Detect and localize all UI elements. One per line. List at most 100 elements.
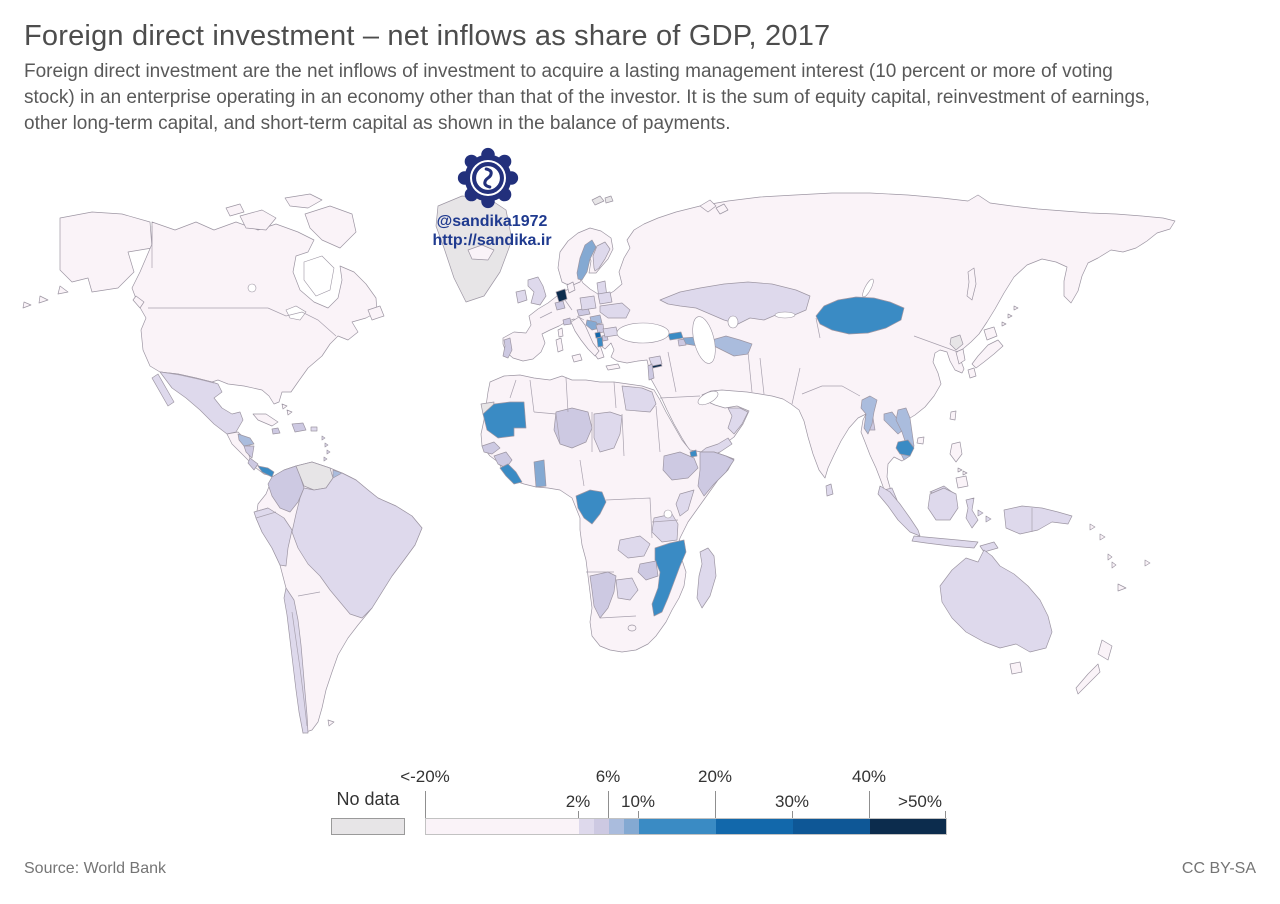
legend-segment[interactable] [594, 819, 609, 834]
legend-segment[interactable] [793, 819, 870, 834]
country-australia[interactable] [939, 549, 1053, 653]
crete[interactable] [605, 363, 621, 371]
country-chad[interactable] [593, 411, 623, 453]
country-kenya[interactable] [675, 489, 695, 517]
falkland-islands[interactable] [327, 719, 335, 727]
country-ukraine[interactable] [599, 302, 631, 319]
hainan[interactable] [916, 436, 925, 445]
canadian-arctic-islands[interactable] [225, 193, 357, 249]
legend-color-bar[interactable] [425, 818, 947, 835]
country-puerto-rico[interactable] [310, 426, 318, 432]
country-philippines[interactable] [949, 441, 969, 489]
country-alaska[interactable] [59, 211, 153, 293]
legend-segment[interactable] [624, 819, 639, 834]
legend-segment[interactable] [609, 819, 624, 834]
legend-segment[interactable] [426, 819, 579, 834]
country-chile[interactable] [283, 587, 309, 734]
country-iceland[interactable] [467, 244, 495, 261]
sardinia[interactable] [555, 337, 564, 353]
country-mozambique[interactable] [651, 539, 687, 617]
country-denmark[interactable] [566, 281, 576, 294]
legend-label: >50% [898, 792, 942, 811]
legend-segment[interactable] [870, 819, 946, 834]
country-costa-rica[interactable] [247, 457, 259, 471]
country-oman[interactable] [727, 407, 749, 435]
svalbard[interactable] [591, 195, 614, 206]
country-panama[interactable] [257, 465, 275, 478]
novaya-zemlya[interactable] [699, 199, 729, 215]
legend-segment[interactable] [716, 819, 793, 834]
country-poland[interactable] [579, 295, 597, 311]
country-mongolia[interactable] [815, 296, 905, 335]
country-indonesia[interactable] [877, 485, 999, 553]
country-bulgaria[interactable] [602, 326, 619, 338]
country-syria[interactable] [648, 355, 663, 367]
country-somalia[interactable] [697, 451, 735, 497]
country-namibia[interactable] [589, 571, 617, 619]
country-south-korea[interactable] [955, 348, 966, 365]
taiwan[interactable] [949, 410, 957, 421]
country-botswana[interactable] [615, 577, 639, 601]
country-mexico[interactable] [151, 371, 244, 435]
tasmania[interactable] [1009, 661, 1023, 675]
country-peru[interactable] [253, 507, 293, 567]
country-cambodia[interactable] [895, 439, 915, 457]
newfoundland[interactable] [367, 305, 385, 321]
lesser-antilles[interactable] [321, 435, 331, 462]
aleutian-islands[interactable] [22, 285, 69, 309]
country-egypt[interactable] [621, 385, 657, 413]
country-netherlands[interactable] [555, 288, 568, 303]
country-uk[interactable] [527, 276, 547, 306]
country-zambia[interactable] [617, 535, 651, 559]
country-italy[interactable] [570, 316, 600, 357]
country-myanmar[interactable] [860, 395, 878, 435]
sakhalin[interactable] [966, 267, 977, 301]
kuril-islands[interactable] [1001, 305, 1019, 327]
source-text: Source: World Bank [24, 860, 166, 877]
country-albania[interactable] [596, 336, 604, 348]
corsica[interactable] [557, 327, 564, 338]
country-ghana[interactable] [533, 459, 547, 488]
country-niger[interactable] [553, 407, 593, 449]
country-portugal[interactable] [502, 337, 513, 359]
country-zimbabwe[interactable] [637, 560, 659, 581]
legend-segment[interactable] [579, 819, 594, 834]
country-honduras[interactable] [237, 433, 255, 447]
country-gabon-congo[interactable] [575, 489, 607, 525]
country-finland[interactable] [592, 241, 611, 272]
page-subtitle: Foreign direct investment are the net in… [24, 61, 1150, 134]
country-mauritania[interactable] [482, 401, 527, 439]
country-lebanon-israel[interactable] [647, 363, 655, 381]
country-north-korea[interactable] [949, 334, 964, 351]
country-switzerland[interactable] [562, 317, 572, 326]
sicily[interactable] [571, 353, 583, 363]
country-cuba[interactable] [252, 413, 279, 427]
country-nicaragua[interactable] [243, 445, 255, 459]
new-zealand[interactable] [1075, 639, 1113, 695]
country-laos[interactable] [883, 411, 904, 435]
country-djibouti[interactable] [689, 449, 698, 458]
country-hispaniola[interactable] [291, 422, 307, 433]
bahamas[interactable] [281, 403, 293, 416]
country-belgium[interactable] [554, 300, 566, 311]
country-senegal-gambia[interactable] [481, 441, 501, 455]
country-brazil[interactable] [291, 472, 423, 619]
vancouver-island[interactable] [132, 295, 145, 309]
country-japan[interactable] [967, 326, 1004, 379]
country-madagascar[interactable] [696, 547, 717, 609]
legend-no-data-swatch[interactable] [331, 818, 405, 835]
country-colombia[interactable] [267, 465, 305, 513]
pacific-islands[interactable] [1089, 523, 1151, 592]
country-sri-lanka[interactable] [825, 483, 834, 497]
country-sierra-leone-liberia[interactable] [499, 463, 523, 485]
country-belarus[interactable] [597, 291, 613, 305]
license-text[interactable]: CC BY-SA [1181, 860, 1256, 877]
country-sweden[interactable] [576, 239, 597, 281]
country-jamaica[interactable] [271, 427, 281, 435]
lesotho[interactable] [627, 624, 637, 632]
country-canada-usa[interactable] [131, 221, 378, 405]
country-png[interactable] [1003, 505, 1073, 535]
country-ethiopia[interactable] [662, 451, 699, 481]
country-ireland[interactable] [515, 289, 528, 304]
legend-segment[interactable] [639, 819, 716, 834]
